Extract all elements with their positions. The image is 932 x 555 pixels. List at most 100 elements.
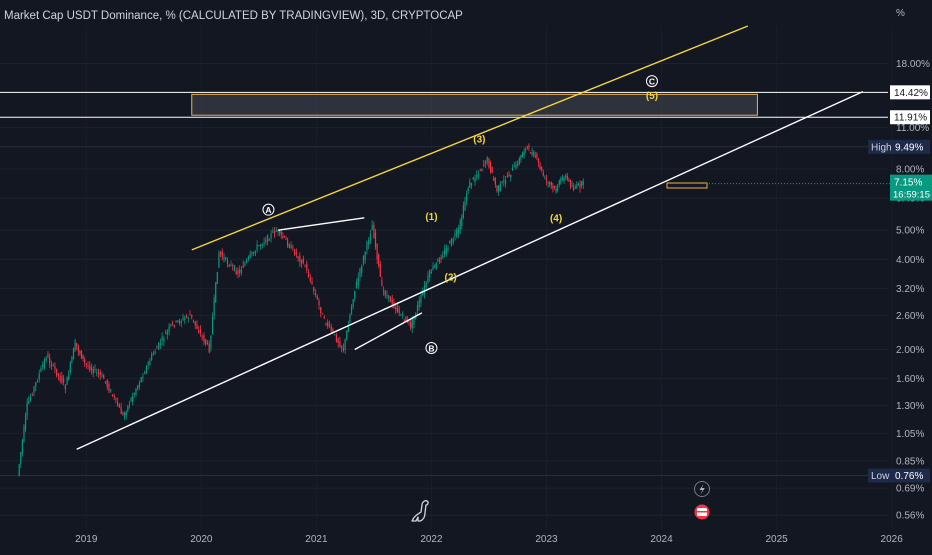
- candle-body: [254, 251, 256, 254]
- x-tick-2026: 2026: [881, 534, 904, 545]
- candle-body: [215, 282, 217, 303]
- candle-body: [268, 239, 270, 241]
- candle-body: [484, 161, 487, 165]
- chart-icons: [411, 481, 710, 522]
- candle-body: [457, 228, 460, 234]
- candle-body: [533, 151, 535, 156]
- candle-body: [335, 334, 338, 342]
- candle-body: [31, 394, 33, 396]
- candle-body: [447, 247, 449, 250]
- candle-body: [72, 348, 75, 360]
- candle-body: [379, 264, 381, 277]
- candle-body: [253, 251, 255, 253]
- candle-body: [138, 382, 141, 388]
- candle-body: [361, 266, 363, 273]
- candle-body: [24, 415, 27, 430]
- candle-body: [376, 244, 378, 260]
- lightning-icon[interactable]: [694, 481, 710, 497]
- candle-body: [573, 187, 575, 190]
- candle-body: [47, 354, 49, 358]
- candle-body: [89, 365, 91, 371]
- candle-body: [568, 180, 570, 182]
- candle-body: [49, 357, 51, 364]
- candle-body: [349, 314, 351, 323]
- candle-body: [430, 271, 433, 274]
- candle-body: [499, 183, 501, 191]
- y-tick-1-30: 1.30%: [896, 401, 924, 412]
- candle-body: [346, 331, 348, 340]
- candle-body: [68, 374, 70, 380]
- candle-body: [54, 365, 56, 370]
- chart-title: Market Cap USDT Dominance, % (CALCULATED…: [4, 10, 463, 22]
- candle-body: [435, 262, 437, 269]
- candle-body: [405, 316, 407, 322]
- y-tick-18-00: 18.00%: [896, 59, 930, 70]
- candle-body: [29, 396, 32, 401]
- candle-body: [135, 389, 137, 396]
- price-tags: 14.42% 11.91% High 9.49% Low 0.76% 7.15%16:59:…: [700, 85, 932, 483]
- candle-body: [350, 306, 353, 315]
- candle-body: [469, 182, 471, 188]
- candle-body: [558, 180, 560, 185]
- wave-label-3: (3): [473, 135, 485, 146]
- wave-label-a: A: [265, 205, 271, 215]
- candle-body: [90, 367, 93, 371]
- candle-body: [66, 376, 68, 385]
- candle-body: [342, 347, 345, 351]
- candle-body: [277, 229, 279, 232]
- candle-body: [520, 155, 522, 160]
- candle-body: [537, 158, 540, 163]
- candle-body: [287, 239, 289, 247]
- candle-body: [99, 371, 101, 375]
- candle-body: [137, 385, 139, 390]
- candle-body: [223, 257, 225, 260]
- candle-body: [42, 364, 44, 367]
- y-tick-0-85: 0.85%: [896, 456, 924, 467]
- candle-body: [408, 321, 410, 323]
- candle-body: [279, 230, 281, 234]
- candle-body: [445, 247, 447, 255]
- y-tick-0-69: 0.69%: [896, 484, 924, 495]
- candle-body: [191, 314, 193, 318]
- y-tick-5-00: 5.00%: [896, 226, 924, 237]
- candle-body: [56, 368, 58, 376]
- candle-body: [151, 354, 153, 360]
- candle-body: [297, 256, 299, 259]
- candle-body: [309, 278, 311, 281]
- candle-body: [240, 269, 243, 273]
- candle-body: [388, 295, 390, 298]
- candle-body: [84, 359, 86, 363]
- candle-body: [454, 233, 456, 236]
- candle-body: [280, 231, 282, 235]
- candle-body: [288, 244, 290, 248]
- y-tick-1-60: 1.60%: [896, 374, 924, 385]
- candle-body: [233, 266, 236, 271]
- candle-body: [270, 233, 272, 238]
- candle-body: [539, 163, 541, 170]
- candle-body: [339, 341, 341, 348]
- candle-body: [503, 179, 505, 182]
- candle-body: [536, 154, 538, 158]
- candle-body: [464, 201, 466, 211]
- candle-body: [290, 245, 292, 249]
- candle-body: [496, 185, 498, 192]
- candle-body: [177, 320, 179, 322]
- candle-body: [565, 176, 567, 178]
- candle-body: [45, 358, 47, 361]
- candle-body: [219, 251, 222, 255]
- candle-body: [547, 182, 549, 184]
- candle-body: [579, 183, 581, 188]
- time-axis[interactable]: 2019 2020 2021 2022 2023 2024 2025 2026: [75, 534, 903, 545]
- candle-body: [166, 330, 168, 335]
- candle-body: [452, 239, 454, 243]
- candle-body: [400, 315, 402, 317]
- candle-body: [63, 378, 65, 383]
- candle-body: [374, 232, 377, 247]
- candle-body: [483, 164, 485, 166]
- candle-body: [159, 343, 161, 345]
- candle-body: [477, 174, 480, 176]
- event-flag-icon[interactable]: [694, 504, 710, 520]
- candle-body: [529, 152, 532, 154]
